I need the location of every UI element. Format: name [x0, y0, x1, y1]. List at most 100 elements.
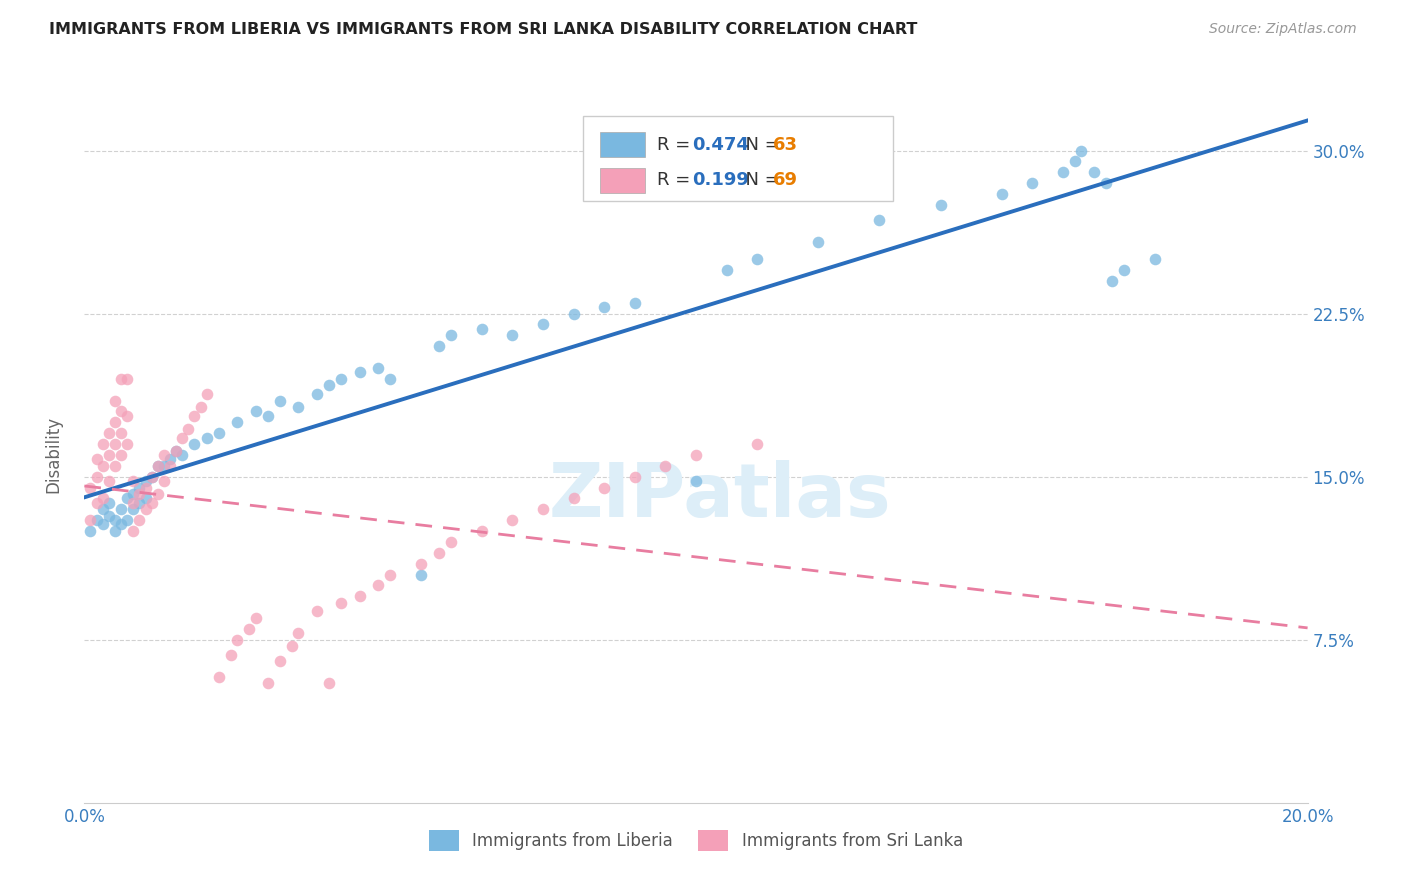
Point — [110, 502, 132, 516]
Point — [226, 632, 249, 647]
Point — [1094, 176, 1116, 190]
Point — [440, 534, 463, 549]
Point — [471, 524, 494, 538]
Point — [593, 481, 616, 495]
Point — [153, 474, 176, 488]
Point — [115, 437, 138, 451]
Point — [427, 546, 450, 560]
Point — [104, 437, 127, 451]
Point — [122, 496, 145, 510]
Point — [716, 263, 738, 277]
Point — [172, 430, 194, 444]
Point — [624, 295, 647, 310]
Point — [86, 496, 108, 510]
Point — [380, 567, 402, 582]
Point — [97, 508, 120, 523]
Point — [91, 502, 114, 516]
Point — [531, 502, 554, 516]
Point — [97, 474, 120, 488]
Point — [91, 491, 114, 506]
Point — [79, 513, 101, 527]
Point — [1101, 274, 1123, 288]
Point — [159, 458, 181, 473]
Point — [104, 393, 127, 408]
Point — [245, 611, 267, 625]
Text: 0.474: 0.474 — [692, 136, 748, 153]
Point — [624, 469, 647, 483]
Point — [110, 372, 132, 386]
Point — [531, 318, 554, 332]
Text: 63: 63 — [773, 136, 799, 153]
Point — [1070, 144, 1092, 158]
Point — [159, 452, 181, 467]
Point — [245, 404, 267, 418]
Point — [747, 252, 769, 267]
Point — [269, 655, 291, 669]
Point — [146, 458, 169, 473]
Point — [502, 328, 524, 343]
Point — [807, 235, 830, 249]
Point — [1064, 154, 1087, 169]
Point — [257, 676, 280, 690]
Point — [269, 393, 291, 408]
Point — [172, 448, 194, 462]
Point — [146, 458, 169, 473]
Legend: Immigrants from Liberia, Immigrants from Sri Lanka: Immigrants from Liberia, Immigrants from… — [416, 817, 976, 864]
Point — [141, 469, 163, 483]
Point — [122, 487, 145, 501]
Text: R =: R = — [657, 171, 696, 189]
Point — [305, 605, 328, 619]
Point — [115, 409, 138, 423]
Point — [257, 409, 280, 423]
Point — [91, 517, 114, 532]
Point — [153, 448, 176, 462]
Point — [165, 443, 187, 458]
Point — [427, 339, 450, 353]
Point — [128, 481, 150, 495]
Point — [165, 443, 187, 458]
Point — [440, 328, 463, 343]
Point — [287, 400, 309, 414]
Point — [135, 502, 157, 516]
Text: 0.199: 0.199 — [692, 171, 748, 189]
Point — [409, 567, 432, 582]
Point — [195, 387, 218, 401]
Point — [226, 415, 249, 429]
Point — [79, 481, 101, 495]
Point — [409, 557, 432, 571]
Point — [122, 524, 145, 538]
Point — [97, 496, 120, 510]
Point — [183, 409, 205, 423]
Point — [97, 448, 120, 462]
Point — [135, 481, 157, 495]
Point — [991, 186, 1014, 201]
Point — [110, 426, 132, 441]
Point — [1021, 176, 1043, 190]
Point — [104, 524, 127, 538]
Point — [367, 360, 389, 375]
Point — [287, 626, 309, 640]
Text: Source: ZipAtlas.com: Source: ZipAtlas.com — [1209, 22, 1357, 37]
Point — [305, 387, 328, 401]
Point — [1052, 165, 1074, 179]
Text: IMMIGRANTS FROM LIBERIA VS IMMIGRANTS FROM SRI LANKA DISABILITY CORRELATION CHAR: IMMIGRANTS FROM LIBERIA VS IMMIGRANTS FR… — [49, 22, 918, 37]
Point — [318, 676, 340, 690]
Point — [128, 487, 150, 501]
Text: N =: N = — [734, 136, 786, 153]
Point — [79, 524, 101, 538]
Point — [153, 458, 176, 473]
Point — [122, 474, 145, 488]
Text: 69: 69 — [773, 171, 799, 189]
Point — [380, 372, 402, 386]
Point — [91, 458, 114, 473]
Point — [281, 639, 304, 653]
Point — [747, 437, 769, 451]
Point — [471, 322, 494, 336]
Point — [685, 448, 707, 462]
Point — [208, 670, 231, 684]
Point — [141, 469, 163, 483]
Point — [128, 496, 150, 510]
Point — [86, 452, 108, 467]
Point — [238, 622, 260, 636]
Point — [349, 589, 371, 603]
